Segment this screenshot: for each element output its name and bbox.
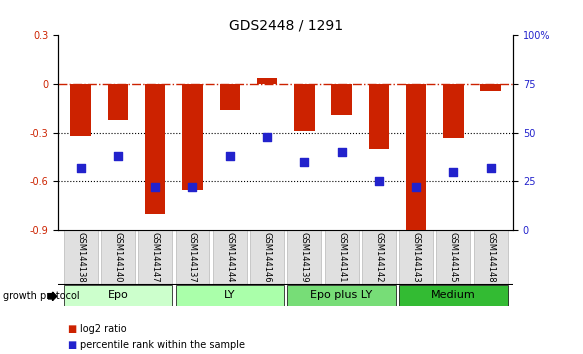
Text: ■: ■: [67, 324, 76, 333]
Bar: [287, 285, 396, 306]
Text: GSM144143: GSM144143: [412, 232, 420, 283]
Text: GSM144145: GSM144145: [449, 232, 458, 283]
Bar: [406, 84, 426, 235]
Point: [76, 165, 85, 171]
Text: log2 ratio: log2 ratio: [80, 324, 127, 333]
Text: GSM144138: GSM144138: [76, 232, 85, 283]
Bar: [220, 84, 240, 110]
Bar: [71, 84, 91, 136]
Text: GSM144144: GSM144144: [225, 232, 234, 283]
Bar: [145, 84, 166, 214]
Text: Epo: Epo: [107, 290, 128, 300]
Point: [150, 184, 160, 190]
Text: Epo plus LY: Epo plus LY: [311, 290, 373, 300]
Bar: [108, 84, 128, 120]
Bar: [213, 230, 247, 285]
Point: [262, 134, 272, 139]
Bar: [325, 230, 359, 285]
Bar: [362, 230, 396, 285]
Bar: [250, 230, 284, 285]
Point: [225, 153, 234, 159]
Text: Medium: Medium: [431, 290, 476, 300]
Bar: [294, 84, 315, 131]
Text: GSM144148: GSM144148: [486, 232, 495, 283]
Bar: [474, 230, 508, 285]
Bar: [368, 84, 389, 149]
Bar: [101, 230, 135, 285]
Point: [449, 169, 458, 175]
Text: GSM144147: GSM144147: [151, 232, 160, 283]
Title: GDS2448 / 1291: GDS2448 / 1291: [229, 19, 343, 33]
Bar: [437, 230, 470, 285]
Text: ■: ■: [67, 340, 76, 350]
Text: GSM144142: GSM144142: [374, 232, 384, 283]
Bar: [182, 84, 203, 189]
Bar: [64, 285, 172, 306]
Bar: [175, 285, 284, 306]
Point: [486, 165, 496, 171]
Point: [188, 184, 197, 190]
Bar: [175, 230, 209, 285]
Text: percentile rank within the sample: percentile rank within the sample: [80, 340, 245, 350]
Bar: [64, 230, 97, 285]
Bar: [287, 230, 321, 285]
Text: growth protocol: growth protocol: [3, 291, 79, 301]
Bar: [257, 78, 278, 84]
Text: GSM144140: GSM144140: [114, 232, 122, 283]
Text: GSM144141: GSM144141: [337, 232, 346, 283]
Bar: [480, 84, 501, 91]
FancyArrow shape: [48, 292, 57, 301]
Text: LY: LY: [224, 290, 236, 300]
Text: GSM144146: GSM144146: [262, 232, 272, 283]
Point: [374, 179, 384, 184]
Bar: [138, 230, 172, 285]
Point: [412, 184, 421, 190]
Bar: [399, 230, 433, 285]
Point: [337, 149, 346, 155]
Bar: [399, 285, 508, 306]
Bar: [331, 84, 352, 115]
Text: GSM144139: GSM144139: [300, 232, 309, 283]
Point: [113, 153, 122, 159]
Point: [300, 159, 309, 165]
Text: GSM144137: GSM144137: [188, 232, 197, 283]
Bar: [443, 84, 463, 138]
